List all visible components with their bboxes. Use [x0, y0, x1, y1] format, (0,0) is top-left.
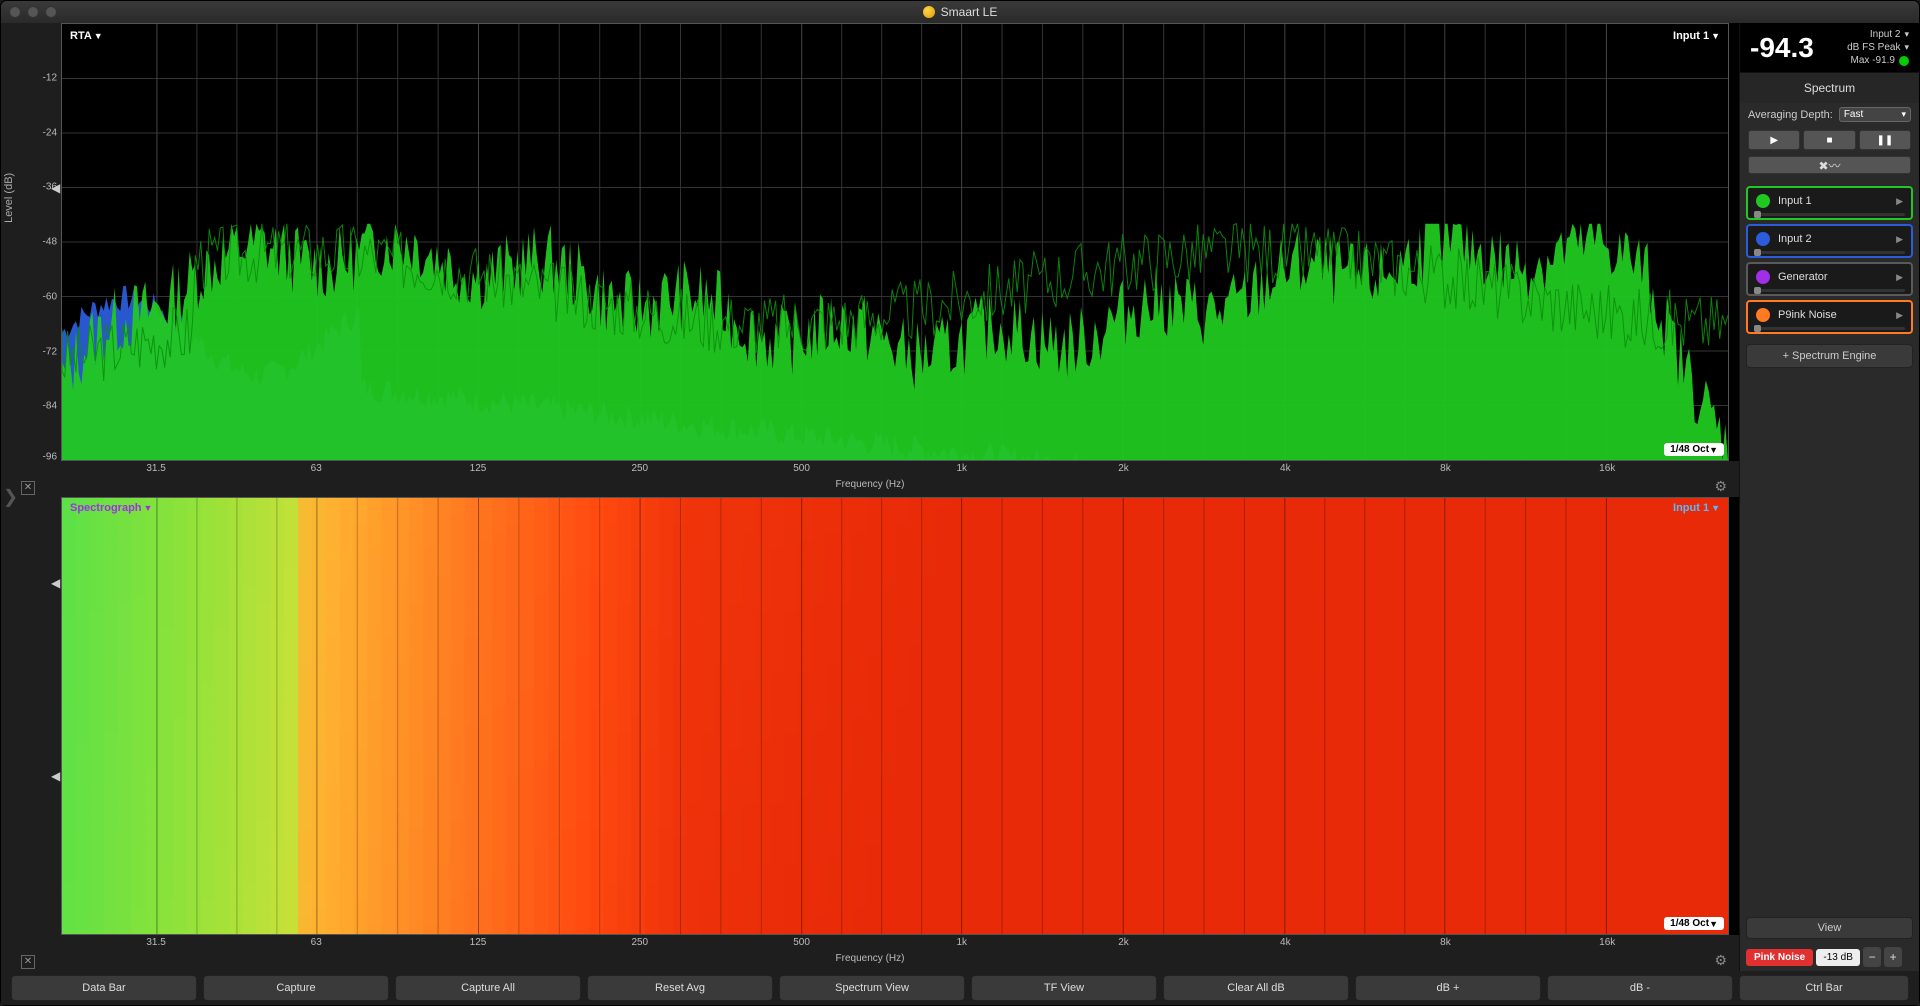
side-panel: -94.3 Input 2 ▾ dB FS Peak ▾ Max -91.9 S… [1739, 23, 1919, 971]
spectrograph-title-dropdown[interactable]: Spectrograph▼ [70, 502, 152, 514]
input-label: P9ink Noise [1778, 309, 1888, 321]
window-controls [9, 6, 57, 18]
footer-reset-avg-button[interactable]: Reset Avg [587, 975, 773, 1001]
noise-level-field[interactable]: -13 dB [1816, 949, 1860, 966]
spectrograph-resolution-dropdown[interactable]: 1/48 Oct ▼ [1664, 917, 1724, 930]
rta-title-dropdown[interactable]: RTA▼ [70, 30, 103, 42]
input-row-generator[interactable]: Generator ▶ [1746, 262, 1913, 296]
spectrograph-xlabel: Frequency (Hz) [1, 953, 1739, 964]
noise-minus-button[interactable]: − [1863, 947, 1881, 967]
color-swatch-icon [1756, 270, 1770, 284]
close-window-icon[interactable] [9, 6, 21, 18]
add-spectrum-engine-button[interactable]: + Spectrum Engine [1746, 344, 1913, 368]
mini-play-icon[interactable]: ▶ [1896, 234, 1903, 245]
rta-y-axis: Level (dB) -12 -24 -36 -48 -60 -72 -84 -… [1, 23, 61, 461]
tools-button[interactable]: ✖〰 [1748, 156, 1911, 174]
color-swatch-icon [1756, 308, 1770, 322]
clip-led-icon [1899, 56, 1909, 66]
meter-max: Max -91.9 [1851, 55, 1909, 66]
input-label: Generator [1778, 271, 1888, 283]
rta-ylabel: Level (dB) [3, 173, 15, 223]
spectrograph-y-gutter: ◀ ◀ [1, 497, 61, 935]
play-button[interactable]: ▶ [1748, 130, 1800, 150]
footer-db--button[interactable]: dB - [1547, 975, 1733, 1001]
color-swatch-icon [1756, 194, 1770, 208]
input-label: Input 2 [1778, 233, 1888, 245]
level-meter: -94.3 Input 2 ▾ dB FS Peak ▾ Max -91.9 [1740, 23, 1919, 73]
minimize-window-icon[interactable] [27, 6, 39, 18]
rta-x-axis: 31.5631252505001k2k4k8k16k Frequency (Hz… [1, 461, 1739, 497]
spectrograph-plot[interactable]: Spectrograph▼ Input 1▼ 1/48 Oct ▼ [61, 497, 1729, 935]
input-gain-slider[interactable] [1754, 213, 1905, 216]
footer-bar: Data BarCaptureCapture AllReset AvgSpect… [1, 971, 1919, 1005]
rta-close-button[interactable]: ✕ [21, 481, 35, 495]
footer-db--button[interactable]: dB + [1355, 975, 1541, 1001]
titlebar: Smaart LE [1, 1, 1919, 23]
meter-input-dropdown[interactable]: Input 2 ▾ [1870, 29, 1909, 40]
zoom-window-icon[interactable] [45, 6, 57, 18]
input-row-input-1[interactable]: Input 1 ▶ [1746, 186, 1913, 220]
rta-plot[interactable]: RTA▼ Input 1▼ 1/48 Oct ▼ [61, 23, 1729, 461]
rta-resolution-dropdown[interactable]: 1/48 Oct ▼ [1664, 443, 1724, 456]
footer-clear-all-db-button[interactable]: Clear All dB [1163, 975, 1349, 1001]
app-icon [923, 6, 935, 18]
view-button[interactable]: View [1746, 917, 1913, 939]
rta-input-dropdown[interactable]: Input 1▼ [1673, 30, 1720, 42]
rta-settings-icon[interactable]: ⚙ [1714, 478, 1727, 495]
noise-plus-button[interactable]: + [1884, 947, 1902, 967]
footer-capture-all-button[interactable]: Capture All [395, 975, 581, 1001]
spectrograph-input-dropdown[interactable]: Input 1▼ [1673, 502, 1720, 514]
stop-button[interactable]: ■ [1803, 130, 1855, 150]
input-gain-slider[interactable] [1754, 289, 1905, 292]
input-gain-slider[interactable] [1754, 327, 1905, 330]
input-gain-slider[interactable] [1754, 251, 1905, 254]
pause-button[interactable]: ❚❚ [1859, 130, 1911, 150]
mini-play-icon[interactable]: ▶ [1896, 196, 1903, 207]
meter-mode-dropdown[interactable]: dB FS Peak ▾ [1847, 42, 1909, 53]
input-row-p9ink-noise[interactable]: P9ink Noise ▶ [1746, 300, 1913, 334]
mini-play-icon[interactable]: ▶ [1896, 272, 1903, 283]
footer-spectrum-view-button[interactable]: Spectrum View [779, 975, 965, 1001]
spectrograph-close-button[interactable]: ✕ [21, 955, 35, 969]
meter-value: -94.3 [1750, 32, 1814, 64]
collapse-handle-icon[interactable]: ❯ [3, 487, 18, 508]
rta-xlabel: Frequency (Hz) [1, 479, 1739, 490]
spectrograph-settings-icon[interactable]: ⚙ [1714, 952, 1727, 969]
marker-arrow-icon[interactable]: ◀ [51, 181, 60, 195]
app-title: Smaart LE [941, 5, 998, 19]
marker-arrow-icon[interactable]: ◀ [51, 769, 60, 783]
input-label: Input 1 [1778, 195, 1888, 207]
averaging-label: Averaging Depth: [1748, 109, 1833, 121]
mini-play-icon[interactable]: ▶ [1896, 310, 1903, 321]
averaging-select[interactable]: Fast▾ [1839, 107, 1911, 122]
input-row-input-2[interactable]: Input 2 ▶ [1746, 224, 1913, 258]
footer-capture-button[interactable]: Capture [203, 975, 389, 1001]
marker-arrow-icon[interactable]: ◀ [51, 576, 60, 590]
spectrograph-x-axis: 31.5631252505001k2k4k8k16k Frequency (Hz… [1, 935, 1739, 971]
footer-tf-view-button[interactable]: TF View [971, 975, 1157, 1001]
footer-ctrl-bar-button[interactable]: Ctrl Bar [1739, 975, 1909, 1001]
color-swatch-icon [1756, 232, 1770, 246]
pink-noise-button[interactable]: Pink Noise [1746, 949, 1813, 966]
spectrum-section-title: Spectrum [1740, 73, 1919, 103]
footer-data-bar-button[interactable]: Data Bar [11, 975, 197, 1001]
